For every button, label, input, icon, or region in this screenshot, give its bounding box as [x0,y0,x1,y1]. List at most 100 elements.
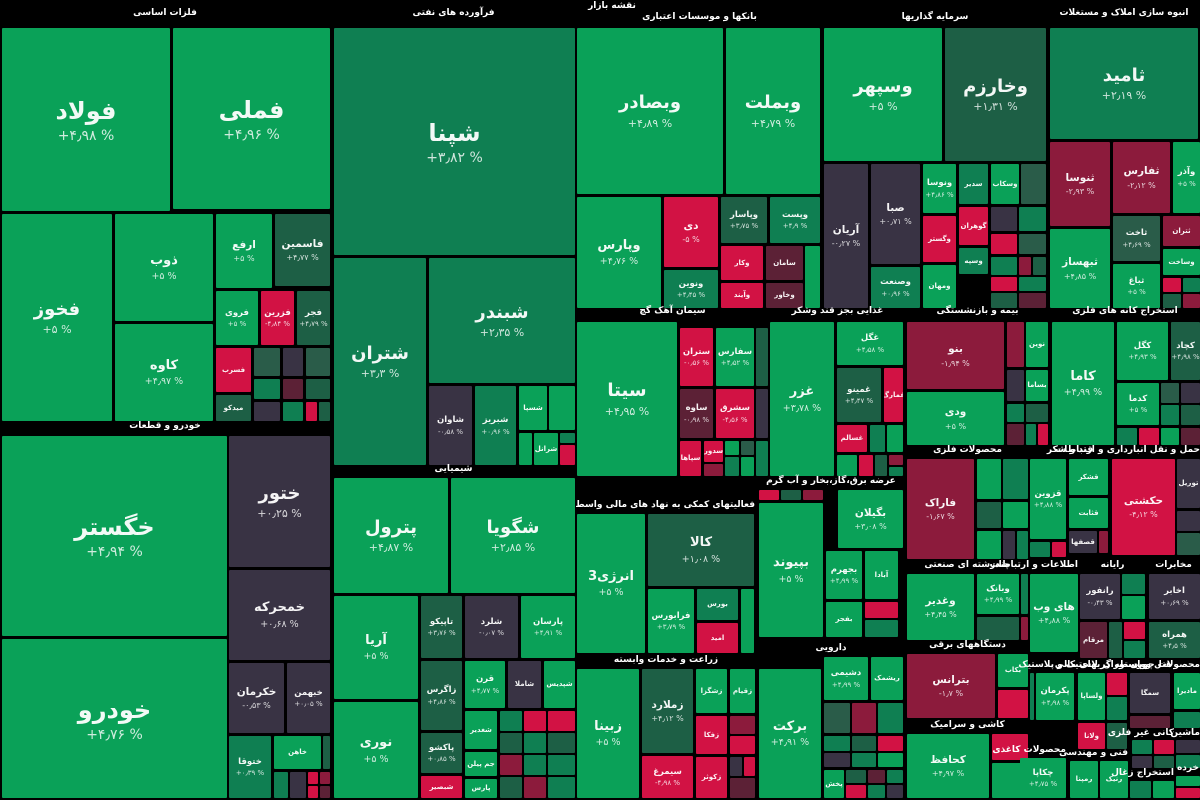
tile-cell-cement[interactable] [725,457,739,476]
tile-وغدیر[interactable]: وغدیر +۴٫۴۵ % [907,574,974,640]
tile-cell-basic-metals[interactable] [283,348,303,376]
tile-پخش[interactable]: پخش [824,770,844,798]
tile-cell-metal-ores[interactable] [1161,383,1179,403]
tile-سشرق[interactable]: سشرق -۴٫۵۶ % [716,389,754,438]
tile-آبادا[interactable]: آبادا [865,551,898,599]
tile-cell-multi-industry[interactable] [977,617,1019,640]
tile-cell-basic-metals[interactable] [254,402,280,421]
tile-cell-agriculture[interactable] [730,757,742,776]
tile-cell-oil-products[interactable] [549,386,575,430]
tile-cell-metal-products[interactable] [977,459,1001,499]
tile-شتران[interactable]: شتران +۳٫۳ % [334,258,426,465]
tile-cell-hotels[interactable] [1130,716,1170,728]
tile-cell-food-ex-sugar[interactable] [889,455,903,465]
tile-فاراک[interactable]: فاراک -۱٫۶۷ % [907,459,974,559]
tile-cell-pharma[interactable] [846,785,866,798]
tile-ختوقا[interactable]: ختوقا +۰٫۳۹ % [229,736,271,798]
tile-بفجر[interactable]: بفجر [826,602,862,637]
tile-ولساپا[interactable]: ولساپا [1078,673,1105,720]
tile-شلرد[interactable]: شلرد -۰٫۰۷ % [465,596,518,658]
tile-cell-real-estate[interactable] [1163,278,1181,292]
tile-برکت[interactable]: برکت +۴٫۹۱ % [759,669,821,798]
tile-cell-basic-metals[interactable] [306,379,330,399]
tile-وگستر[interactable]: وگستر [923,216,956,262]
tile-بجهرم[interactable]: بجهرم +۴٫۹۹ % [826,551,862,599]
tile-cell-power-supply[interactable] [759,490,779,500]
tile-cell-pharma[interactable] [868,770,885,783]
tile-cell-electrical-devices[interactable] [998,690,1028,718]
tile-cell-chemicals[interactable] [500,777,522,798]
tile-ساوه[interactable]: ساوه -۰٫۹۸ % [680,389,713,438]
tile-فروی[interactable]: فروی +۵ % [216,291,258,345]
tile-رمپنا[interactable]: رمپنا [1070,761,1098,798]
tile-cell-pharma[interactable] [852,736,876,751]
tile-cell-machinery[interactable] [1176,740,1200,753]
tile-زقیام[interactable]: زقیام [730,669,755,713]
tile-زاگرس[interactable]: زاگرس +۴٫۸۶ % [421,661,462,730]
tile-شاوان[interactable]: شاوان -۰٫۵۸ % [429,386,472,465]
tile-فولاد[interactable]: فولاد +۴٫۹۸ % [2,28,170,211]
tile-cell-real-estate[interactable] [1183,278,1200,292]
tile-cell-investments[interactable] [991,207,1017,231]
tile-cell-cement[interactable] [741,457,754,476]
tile-بساما[interactable]: بساما [1026,370,1048,401]
tile-cell-computer[interactable] [1109,622,1122,658]
tile-سفارس[interactable]: سفارس +۴٫۵۲ % [716,328,754,386]
tile-cell-agriculture[interactable] [730,736,755,754]
tile-وخاور[interactable]: وخاور [766,283,803,308]
tile-وپست[interactable]: وپست +۴٫۹ % [770,197,820,243]
tile-شگویا[interactable]: شگویا +۲٫۸۵ % [451,478,575,593]
tile-cell-power-supply[interactable] [803,490,823,500]
tile-cell-basic-metals[interactable] [254,379,280,399]
tile-بنو[interactable]: بنو -۱٫۹۴ % [907,322,1004,389]
tile-غمینو[interactable]: غمینو +۴٫۴۷ % [837,368,881,422]
tile-cell-pharma[interactable] [887,770,903,783]
tile-cell-investments[interactable] [1033,257,1046,275]
tile-cell-insurance[interactable] [1026,424,1036,445]
tile-فملی[interactable]: فملی +۴٫۹۶ % [173,28,330,209]
tile-cell-pharma[interactable] [852,753,876,767]
tile-شبریز[interactable]: شبریز +۰٫۹۶ % [475,386,516,465]
tile-cell-chemicals[interactable] [524,755,546,775]
tile-cell-computer[interactable] [1122,596,1145,619]
tile-cell-agriculture[interactable] [730,778,755,798]
tile-وسپهر[interactable]: وسپهر +۵ % [824,28,942,161]
tile-cell-investments[interactable] [991,257,1017,275]
tile-سمگا[interactable]: سمگا [1130,673,1170,713]
tile-بگیلان[interactable]: بگیلان +۳٫۰۸ % [838,490,903,548]
tile-cell-basic-metals[interactable] [283,379,303,399]
tile-cell-insurance[interactable] [1026,404,1048,422]
tile-شسپا[interactable]: شسپا [519,386,547,430]
tile-cell-food-ex-sugar[interactable] [837,455,857,476]
tile-کدما[interactable]: کدما +۵ % [1117,383,1159,425]
tile-ونوسا[interactable]: ونوسا +۴٫۸۶ % [923,164,956,213]
tile-غگل[interactable]: غگل +۴٫۵۸ % [837,322,903,365]
tile-cell-insurance[interactable] [1007,424,1024,445]
tile-قثابت[interactable]: قثابت [1069,498,1108,528]
tile-پکرمان[interactable]: پکرمان +۴٫۹۸ % [1036,673,1074,720]
tile-سدیر[interactable]: سدیر [959,164,988,204]
tile-cell-computer[interactable] [1124,622,1145,639]
tile-ثفارس[interactable]: ثفارس -۲٫۱۲ % [1113,142,1170,213]
tile-کالا[interactable]: کالا +۱٫۰۸ % [648,514,754,586]
tile-cell-auto-parts[interactable] [290,772,306,798]
tile-cell-metal-ores[interactable] [1181,383,1200,403]
tile-cell-oil-products[interactable] [519,433,532,465]
tile-ودی[interactable]: ودی +۵ % [907,392,1004,445]
tile-شپنا[interactable]: شپنا +۳٫۸۲ % [334,28,575,255]
tile-cell-pharma[interactable] [824,753,850,767]
tile-آریان[interactable]: آریان -۰٫۲۷ % [824,164,868,308]
tile-ثنوسا[interactable]: ثنوسا -۲٫۹۳ % [1050,142,1110,226]
tile-فزرین[interactable]: فزرین -۴٫۸۴ % [261,291,294,345]
tile-cell-cement[interactable] [756,328,768,386]
tile-cell-wood-products[interactable] [1174,712,1200,728]
tile-قصفها[interactable]: قصفها [1069,531,1097,553]
tile-cell-transport[interactable] [1177,533,1200,555]
tile-کحافظ[interactable]: کحافظ +۴٫۹۷ % [907,734,989,798]
tile-وسکاب[interactable]: وسکاب [991,164,1019,204]
tile-cell-chemicals[interactable] [500,711,522,731]
tile-قزوین[interactable]: قزوین +۴٫۸۸ % [1030,459,1066,539]
tile-زملارد[interactable]: زملارد +۴٫۱۲ % [642,669,693,753]
tile-cell-insurance[interactable] [1007,404,1024,422]
tile-ثاخت[interactable]: ثاخت +۴٫۶۹ % [1113,216,1160,261]
